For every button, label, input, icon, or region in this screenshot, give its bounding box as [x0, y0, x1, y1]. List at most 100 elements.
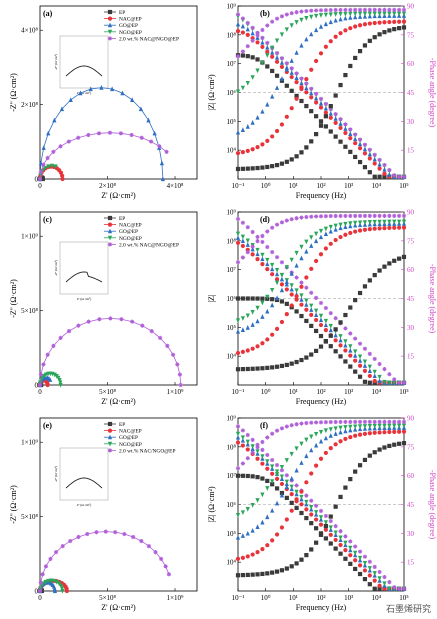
phase-point [323, 214, 328, 219]
impedance-point [304, 507, 309, 512]
phase-nac-ep [235, 19, 407, 156]
data-point [45, 352, 50, 357]
impedance-point [235, 434, 241, 440]
impedance-point [328, 532, 333, 537]
data-point [42, 166, 48, 171]
phase-point [309, 434, 314, 440]
phase-point [289, 270, 294, 276]
inset-frame [59, 241, 109, 295]
y-axis-label: -Z'' (Ω·cm²) [9, 279, 18, 318]
phase-point [318, 51, 324, 56]
panel-label: (a) [43, 9, 53, 18]
impedance-point [387, 171, 392, 177]
phase-point [392, 27, 397, 32]
impedance-point [304, 515, 309, 521]
impedance-point [314, 503, 319, 508]
phase-point [255, 68, 260, 74]
phase-point [357, 7, 363, 12]
impedance-point [270, 457, 275, 463]
phase-point [392, 19, 397, 24]
phase-point [284, 517, 289, 522]
phase-point [309, 447, 314, 453]
phase-point [284, 279, 289, 285]
phase-point [260, 546, 265, 552]
phase-point [318, 252, 324, 257]
impedance-point [289, 88, 294, 93]
impedance-point [294, 489, 299, 495]
panel-label: (d) [260, 215, 270, 224]
data-point [53, 550, 59, 555]
impedance-point [318, 515, 324, 520]
legend-label: NAC@EP [119, 223, 142, 229]
impedance-point [299, 313, 304, 319]
impedance-point [235, 235, 241, 240]
impedance-point [250, 30, 255, 36]
phase-point [323, 44, 328, 49]
impedance-point [348, 539, 353, 544]
phase-point [255, 239, 260, 244]
phase-point [304, 8, 309, 14]
impedance-point [274, 277, 280, 282]
phase-point [289, 451, 294, 457]
impedance-point [357, 341, 363, 346]
phase-point [245, 124, 250, 129]
impedance-point [362, 346, 368, 351]
panel-label: (e) [43, 421, 52, 430]
phase-point [348, 7, 353, 12]
impedance-ep [235, 296, 407, 385]
data-point [76, 534, 81, 540]
impedance-point [348, 553, 353, 558]
impedance-point [270, 54, 275, 59]
impedance-point [377, 157, 382, 163]
inset-curve [65, 477, 103, 489]
nyquist-panel-0: 0 2×10⁸ 4×10⁸ 0 2×10⁸ 4×10⁸ Z' (Ω·cm²) -Z'' (Ω·… [9, 5, 198, 200]
x-axis-label: Frequency (Hz) [296, 191, 347, 200]
impedance-point [284, 281, 289, 287]
phase-point [235, 556, 241, 562]
x-tick-label: 10⁰ [261, 182, 271, 190]
data-point [37, 588, 43, 594]
impedance-point [304, 318, 309, 324]
impedance-point [314, 295, 319, 300]
y-tick-label: 10⁴ [227, 559, 237, 567]
series-ngo-ep [37, 371, 63, 388]
impedance-point [245, 20, 250, 26]
impedance-point [372, 578, 377, 583]
y-tick-label: 10⁷ [227, 266, 237, 274]
phase-point [235, 166, 241, 172]
y2-tick-label: 30 [407, 118, 415, 126]
impedance-point [387, 586, 392, 592]
data-point [59, 586, 65, 591]
impedance-point [279, 60, 285, 65]
impedance-point [304, 285, 309, 290]
phase-point [240, 85, 245, 91]
impedance-point [299, 302, 304, 307]
impedance-point [338, 334, 343, 339]
data-point [164, 149, 169, 154]
impedance-point [314, 308, 319, 314]
y-axis-label: -Z'' (Ω·cm²) [9, 485, 18, 524]
impedance-point [255, 247, 260, 253]
impedance-point [284, 301, 289, 306]
impedance-point [318, 317, 324, 323]
legend-marker [107, 36, 113, 41]
impedance-point [333, 332, 338, 338]
phase-point [328, 103, 333, 109]
phase-point [279, 363, 285, 369]
impedance-point [235, 21, 241, 27]
phase-point [294, 467, 299, 473]
impedance-point [299, 280, 304, 285]
y-axis-label: |Z| (Ω·cm²) [207, 74, 216, 111]
phase-point [397, 19, 402, 24]
y-tick-label: 0 [35, 176, 39, 184]
impedance-point [284, 495, 289, 500]
impedance-point [377, 161, 382, 167]
impedance-point [338, 125, 343, 131]
impedance-point [265, 44, 270, 50]
phase-point [294, 561, 299, 566]
y-tick-label: 1×10⁹ [21, 233, 38, 241]
impedance-point [318, 300, 324, 306]
data-point [103, 529, 108, 534]
impedance-point [348, 149, 353, 154]
impedance-point [357, 159, 363, 165]
